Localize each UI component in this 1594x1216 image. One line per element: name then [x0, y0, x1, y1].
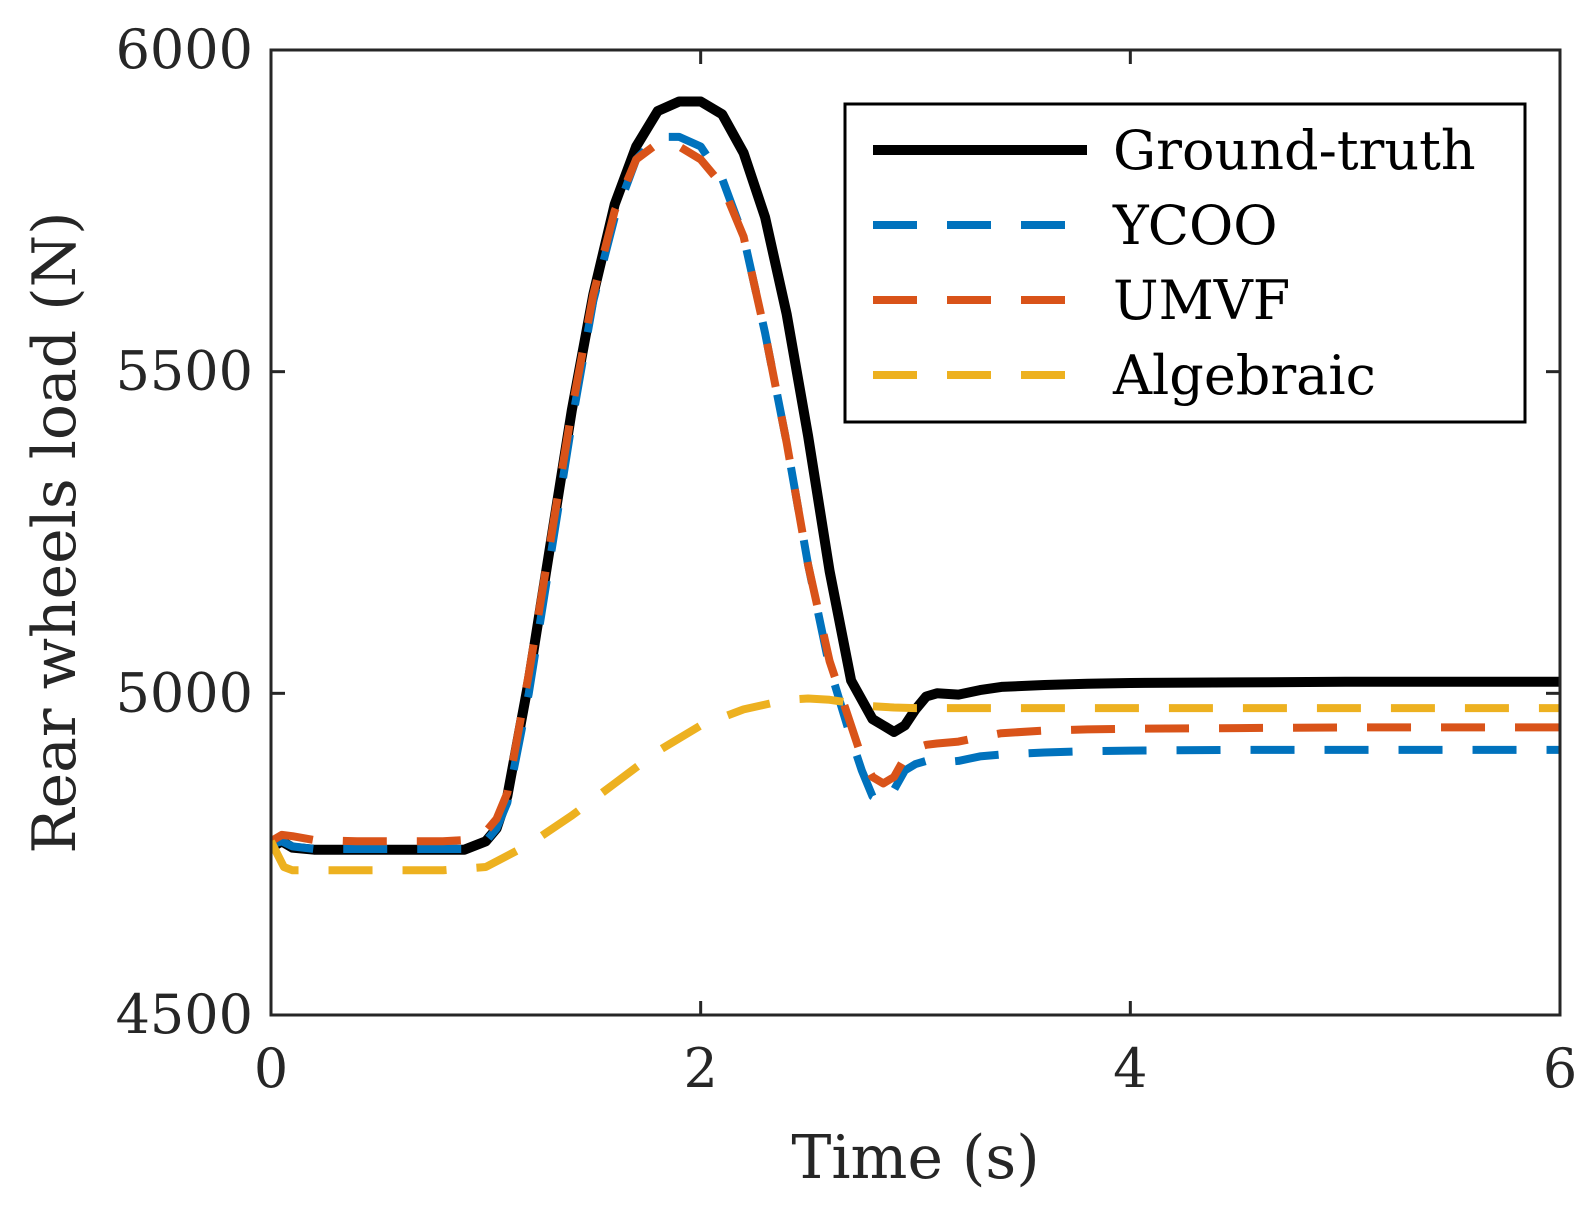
legend-item: YCOO: [873, 194, 1278, 257]
x-axis-title: Time (s): [791, 1123, 1039, 1193]
legend-label: Algebraic: [1112, 344, 1376, 407]
series-line-ground-truth: [271, 96, 1560, 855]
x-tick-label: 0: [254, 1037, 288, 1100]
series-line-algebraic: [271, 694, 1560, 875]
y-axis-title: Rear wheels load (N): [20, 211, 90, 853]
legend: Ground-truth YCOO UMVF Algebraic: [843, 102, 1527, 424]
legend-label: YCOO: [1112, 194, 1278, 257]
legend-label: UMVF: [1113, 269, 1290, 332]
y-tick-label: 5000: [116, 661, 253, 724]
legend-item: Ground-truth: [873, 119, 1476, 182]
x-tick-label: 4: [1113, 1037, 1147, 1100]
y-tick-label: 4500: [116, 983, 253, 1046]
series-line-ycoo: [271, 132, 1560, 853]
legend-item: Algebraic: [873, 344, 1376, 407]
plot-frame: [269, 48, 1562, 1017]
y-tick-label: 5500: [116, 340, 253, 403]
legend-items: Ground-truth YCOO UMVF Algebraic: [873, 119, 1476, 407]
series-layer: [271, 96, 1560, 875]
x-tick-label: 6: [1543, 1037, 1577, 1100]
legend-box: [843, 102, 1527, 424]
legend-item: UMVF: [873, 269, 1290, 332]
legend-label: Ground-truth: [1113, 119, 1476, 182]
x-tick-label: 2: [683, 1037, 717, 1100]
ticks-layer: 0 2 4 6 4500 5000 5500 6000: [116, 18, 1578, 1100]
y-tick-label: 6000: [116, 18, 253, 81]
